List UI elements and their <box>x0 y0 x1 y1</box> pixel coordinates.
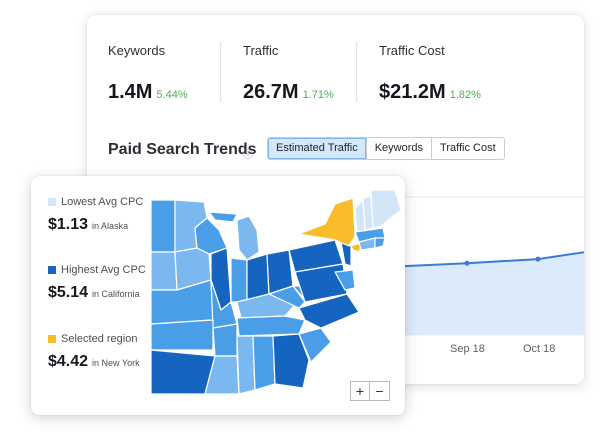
metric-label: Traffic Cost <box>379 43 445 58</box>
metric-traffic: Traffic 26.7M 1.71% <box>243 43 334 113</box>
map-zoom-controls: + − <box>350 381 390 401</box>
legend-selected: Selected region $4.42 in New York <box>48 333 140 371</box>
metric-label: Keywords <box>108 43 166 58</box>
legend-lowest: Lowest Avg CPC $1.13 in Alaska <box>48 196 143 234</box>
map-state[interactable] <box>174 247 212 291</box>
cpc-map-card: Lowest Avg CPC $1.13 in Alaska Highest Av… <box>31 176 405 415</box>
us-cpc-map[interactable] <box>149 190 405 402</box>
x-tick-label: Oct 18 <box>523 343 556 355</box>
metric-value: 1.4M <box>108 81 153 103</box>
tab-estimated-traffic[interactable]: Estimated Traffic <box>268 138 366 159</box>
legend-swatch <box>48 335 56 343</box>
legend-swatch <box>48 266 56 274</box>
metric-value: $21.2M <box>379 81 446 103</box>
legend-label: Selected region <box>61 333 138 345</box>
chart-point[interactable] <box>464 260 470 266</box>
zoom-in-button[interactable]: + <box>350 381 370 401</box>
legend-highest: Highest Avg CPC $5.14 in California <box>48 264 146 302</box>
map-state[interactable] <box>298 327 332 363</box>
metric-change: 1.82% <box>449 89 481 101</box>
map-state[interactable] <box>150 251 178 291</box>
map-state[interactable] <box>212 323 238 357</box>
map-state[interactable] <box>194 217 228 255</box>
metric-value: 26.7M <box>243 81 299 103</box>
map-state[interactable] <box>236 315 306 337</box>
legend-location: in Alaska <box>92 221 129 231</box>
section-title: Paid Search Trends <box>108 141 257 158</box>
legend-amount: $1.13 <box>48 216 89 233</box>
metric-traffic-cost: Traffic Cost $21.2M 1.82% <box>379 43 481 113</box>
legend-swatch <box>48 198 56 206</box>
legend-amount: $5.14 <box>48 284 89 301</box>
map-state[interactable] <box>334 269 356 291</box>
legend-location: in New York <box>92 358 140 368</box>
chart-area <box>387 252 584 335</box>
map-state-new-york[interactable] <box>298 197 356 247</box>
legend-location: in California <box>92 289 140 299</box>
metric-keywords: Keywords 1.4M 5.44% <box>108 43 188 113</box>
legend-label: Highest Avg CPC <box>61 264 146 276</box>
metric-change: 5.44% <box>156 89 188 101</box>
info-icon[interactable]: ⓘ <box>243 150 253 161</box>
map-state[interactable] <box>208 211 238 223</box>
divider <box>356 42 357 102</box>
x-tick-label: Sep 18 <box>450 343 485 355</box>
divider <box>220 42 221 102</box>
tab-traffic-cost[interactable]: Traffic Cost <box>431 138 504 159</box>
map-state[interactable] <box>298 293 360 329</box>
map-state[interactable] <box>150 349 216 395</box>
legend-amount: $4.42 <box>48 353 89 370</box>
map-state[interactable] <box>150 199 176 253</box>
map-state[interactable] <box>236 335 256 395</box>
map-state[interactable] <box>374 237 386 249</box>
metric-change: 1.71% <box>302 89 334 101</box>
map-state[interactable] <box>272 333 310 389</box>
metric-label: Traffic <box>243 43 279 58</box>
zoom-out-button[interactable]: − <box>370 381 390 401</box>
tab-keywords[interactable]: Keywords <box>365 138 432 159</box>
legend-label: Lowest Avg CPC <box>61 196 144 208</box>
metric-tab-group: Estimated Traffic Keywords Traffic Cost <box>267 137 505 160</box>
map-state[interactable] <box>236 215 260 261</box>
map-state[interactable] <box>252 335 276 391</box>
map-state[interactable] <box>150 319 214 351</box>
map-state[interactable] <box>230 257 248 303</box>
chart-point[interactable] <box>535 256 541 262</box>
map-state[interactable] <box>370 190 402 229</box>
